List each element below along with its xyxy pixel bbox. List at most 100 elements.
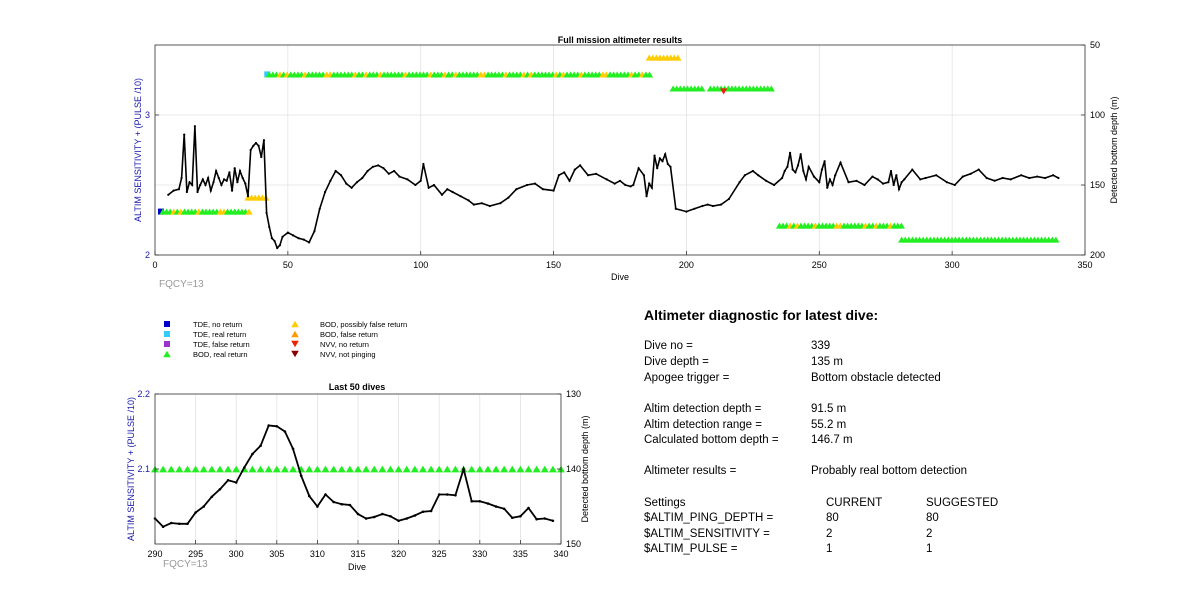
marker-triangle xyxy=(435,465,444,473)
bottom-depth-point xyxy=(440,193,444,196)
bottom-depth-point xyxy=(355,181,359,184)
altimeter-results-value: Probably real bottom detection xyxy=(811,465,967,477)
bottom-depth-point xyxy=(1009,178,1012,181)
marker-triangle xyxy=(232,465,241,473)
marker-triangle xyxy=(329,465,338,473)
pulse-label: $ALTIM_PULSE = xyxy=(644,543,738,555)
bottom-depth-point xyxy=(1052,174,1055,177)
bottom-depth-point xyxy=(228,171,231,174)
marker-triangle xyxy=(272,465,281,473)
bottom-depth-point xyxy=(398,175,401,178)
sensitivity-suggested: 2 xyxy=(926,528,933,540)
bottom-depth-point xyxy=(658,157,661,160)
bottom-depth-point xyxy=(507,196,510,199)
bottom-depth-line xyxy=(154,424,554,528)
bottom-depth-point xyxy=(432,183,436,187)
marker-triangle xyxy=(386,465,395,473)
marker-triangle xyxy=(362,465,371,473)
marker-triangle xyxy=(427,465,436,473)
marker-triangle xyxy=(475,465,484,473)
right-tick-label: 130 xyxy=(566,389,581,399)
bottom-depth-point xyxy=(292,234,295,237)
bottom-depth-point xyxy=(812,175,816,178)
bottom-depth-point xyxy=(371,165,374,168)
x-tick-label: 325 xyxy=(432,549,447,559)
legend-label: TDE, false return xyxy=(193,340,250,349)
bottom-depth-point xyxy=(267,424,270,427)
left-tick-label: 3 xyxy=(145,110,150,120)
bottom-depth-point xyxy=(270,237,274,240)
marker-triangle xyxy=(508,465,517,473)
left-tick-label: 2 xyxy=(145,250,150,260)
altim-detection-depth-label: Altim detection depth = xyxy=(644,403,762,415)
left-tick-label: 2.1 xyxy=(137,464,150,474)
bottom-depth-point xyxy=(711,204,715,208)
bottom-depth-point xyxy=(919,178,922,181)
marker-triangle xyxy=(224,465,233,473)
bottom-right-y-axis-label: Detected bottom depth (m) xyxy=(580,415,590,522)
calculated-bottom-depth-value: 146.7 m xyxy=(811,434,853,446)
bottom-depth-point xyxy=(276,246,279,250)
bottom-depth-point xyxy=(618,179,622,182)
marker-triangle xyxy=(167,465,176,473)
bottom-depth-point xyxy=(632,183,635,187)
bottom-depth-point xyxy=(218,487,222,491)
bottom-depth-point xyxy=(533,182,537,185)
bottom-depth-point xyxy=(419,179,422,182)
bottom-depth-point xyxy=(201,178,204,181)
bottom-depth-point xyxy=(727,197,731,201)
x-tick-label: 200 xyxy=(679,260,694,270)
x-tick-label: 250 xyxy=(812,260,827,270)
bottom-depth-point xyxy=(275,424,279,428)
bottom-depth-point xyxy=(233,167,236,170)
bottom-depth-point xyxy=(217,176,220,180)
bottom-depth-point xyxy=(462,467,465,471)
top-plot-frame xyxy=(154,44,1086,256)
bottom-depth-point xyxy=(196,190,199,194)
bottom-depth-point xyxy=(486,502,490,505)
bottom-depth-point xyxy=(308,241,311,244)
bottom-depth-point xyxy=(429,509,433,513)
bottom-depth-point xyxy=(397,519,400,523)
bottom-depth-point xyxy=(828,178,832,181)
bottom-depth-point xyxy=(413,514,417,517)
bottom-depth-point xyxy=(268,225,271,229)
marker-triangle xyxy=(313,465,322,473)
bottom-depth-point xyxy=(823,160,826,163)
x-tick-label: 100 xyxy=(413,260,428,270)
bottom-depth-point xyxy=(169,521,173,525)
bottom-depth-point xyxy=(297,237,300,240)
diagnostic-title: Altimeter diagnostic for latest dive: xyxy=(644,307,879,323)
sensitivity-label: $ALTIM_SENSITIVITY = xyxy=(644,528,770,540)
marker-triangle xyxy=(378,465,387,473)
bottom-depth-point xyxy=(881,182,885,185)
bottom-depth-point xyxy=(831,183,834,187)
altimeter-results-label: Altimeter results = xyxy=(644,465,737,477)
bottom-depth-point xyxy=(525,183,529,187)
marker-triangle xyxy=(532,465,541,473)
bottom-depth-point xyxy=(350,186,353,189)
legend-marker-square xyxy=(164,331,170,337)
bottom-depth-point xyxy=(307,494,311,498)
bottom-depth-point xyxy=(706,203,709,206)
marker-triangle xyxy=(897,222,905,229)
calculated-bottom-depth-label: Calculated bottom depth = xyxy=(644,434,779,446)
bottom-depth-point xyxy=(302,238,305,241)
altim-detection-range-label: Altim detection range = xyxy=(644,419,762,431)
x-tick-label: 320 xyxy=(391,549,406,559)
x-tick-label: 305 xyxy=(269,549,284,559)
bottom-depth-point xyxy=(541,188,545,191)
marker-triangle xyxy=(698,85,706,92)
bottom-depth-point xyxy=(199,183,202,187)
bottom-depth-point xyxy=(502,507,506,511)
bottom-depth-point xyxy=(648,182,651,185)
x-tick-label: 295 xyxy=(188,549,203,559)
marker-triangle xyxy=(159,465,168,473)
bottom-depth-point xyxy=(167,193,170,196)
bottom-depth-point xyxy=(323,190,327,194)
marker-triangle xyxy=(548,465,557,473)
marker-triangle xyxy=(402,465,411,473)
bottom-depth-point xyxy=(743,174,746,177)
bottom-depth-point xyxy=(286,231,289,234)
bottom-depth-point xyxy=(519,514,522,518)
